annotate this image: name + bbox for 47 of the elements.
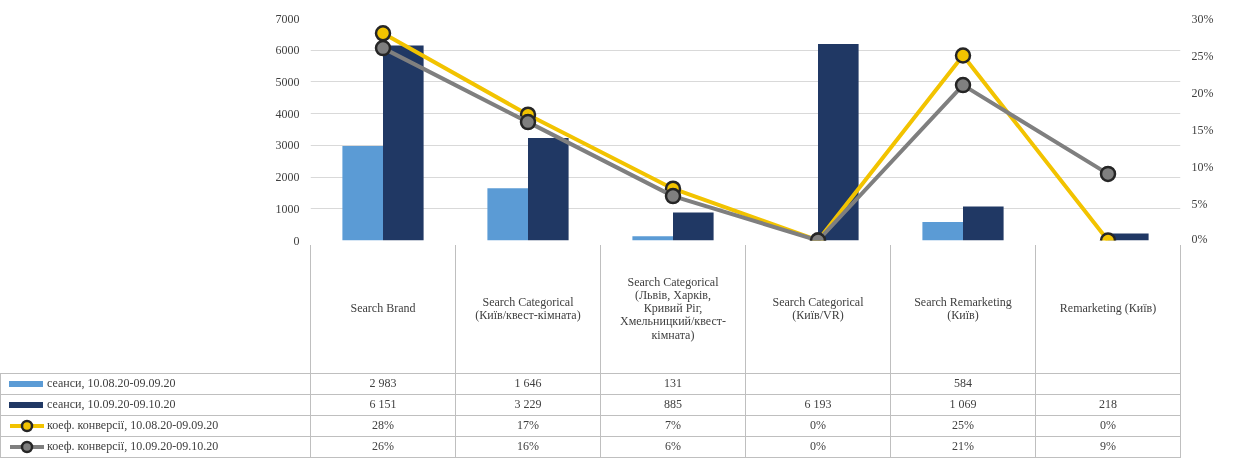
data-label: 1 646 <box>455 373 601 394</box>
data-label: 21% <box>890 436 1036 457</box>
y-tick-label: 3000 <box>275 138 300 153</box>
y2-tick-label: 15% <box>1191 122 1214 137</box>
x-tick-label: Search Categorical (Львів, Харків, Кривий Ріг, Хмельницкий/квест-кімната) <box>600 245 746 373</box>
data-label: 6 151 <box>310 394 456 415</box>
data-label: 7% <box>600 415 746 436</box>
y2-tick-label: 30% <box>1191 11 1214 26</box>
y-tick-label: 7000 <box>275 11 300 26</box>
y-tick-label: 6000 <box>275 43 300 58</box>
x-tick-label: Search Remarketing (Київ) <box>890 245 1036 373</box>
data-label: 3 229 <box>455 394 601 415</box>
data-label: 17% <box>455 415 601 436</box>
y-tick-label: 4000 <box>275 106 300 121</box>
data-label: 0% <box>1035 415 1181 436</box>
y-tick-label: 0 <box>293 233 300 248</box>
data-label: 0% <box>745 415 891 436</box>
data-label: 6% <box>600 436 746 457</box>
y-tick-label: 5000 <box>275 74 300 89</box>
data-label: 2 983 <box>310 373 456 394</box>
y2-tick-label: 0% <box>1191 231 1208 246</box>
legend-label: сеанси, 10.08.20-09.09.20 <box>0 373 311 394</box>
data-label: 25% <box>890 415 1036 436</box>
data-label: 28% <box>310 415 456 436</box>
y2-tick-label: 20% <box>1191 85 1214 100</box>
x-tick-label: Search Brand <box>310 245 456 373</box>
legend-label: коеф. конверсії, 10.08.20-09.09.20 <box>0 415 311 436</box>
data-label: 218 <box>1035 394 1181 415</box>
legend-label: сеанси, 10.09.20-09.10.20 <box>0 394 311 415</box>
data-label: 26% <box>310 436 456 457</box>
data-label: 131 <box>600 373 746 394</box>
legend-label: коеф. конверсії, 10.09.20-09.10.20 <box>0 436 311 457</box>
data-label: 6 193 <box>745 394 891 415</box>
data-label: 0% <box>745 436 891 457</box>
data-label: 16% <box>455 436 601 457</box>
y-tick-label: 2000 <box>275 170 300 185</box>
data-label: 584 <box>890 373 1036 394</box>
x-tick-label: Search Categorical (Київ/VR) <box>745 245 891 373</box>
y2-tick-label: 5% <box>1191 196 1208 211</box>
data-label: 1 069 <box>890 394 1036 415</box>
data-label: 885 <box>600 394 746 415</box>
y2-tick-label: 25% <box>1191 48 1214 63</box>
data-label: 9% <box>1035 436 1181 457</box>
x-tick-label: Search Categorical (Київ/квест-кімната) <box>455 245 601 373</box>
x-tick-label: Remarketing (Київ) <box>1035 245 1181 373</box>
y2-tick-label: 10% <box>1191 159 1214 174</box>
y-tick-label: 1000 <box>275 201 300 216</box>
